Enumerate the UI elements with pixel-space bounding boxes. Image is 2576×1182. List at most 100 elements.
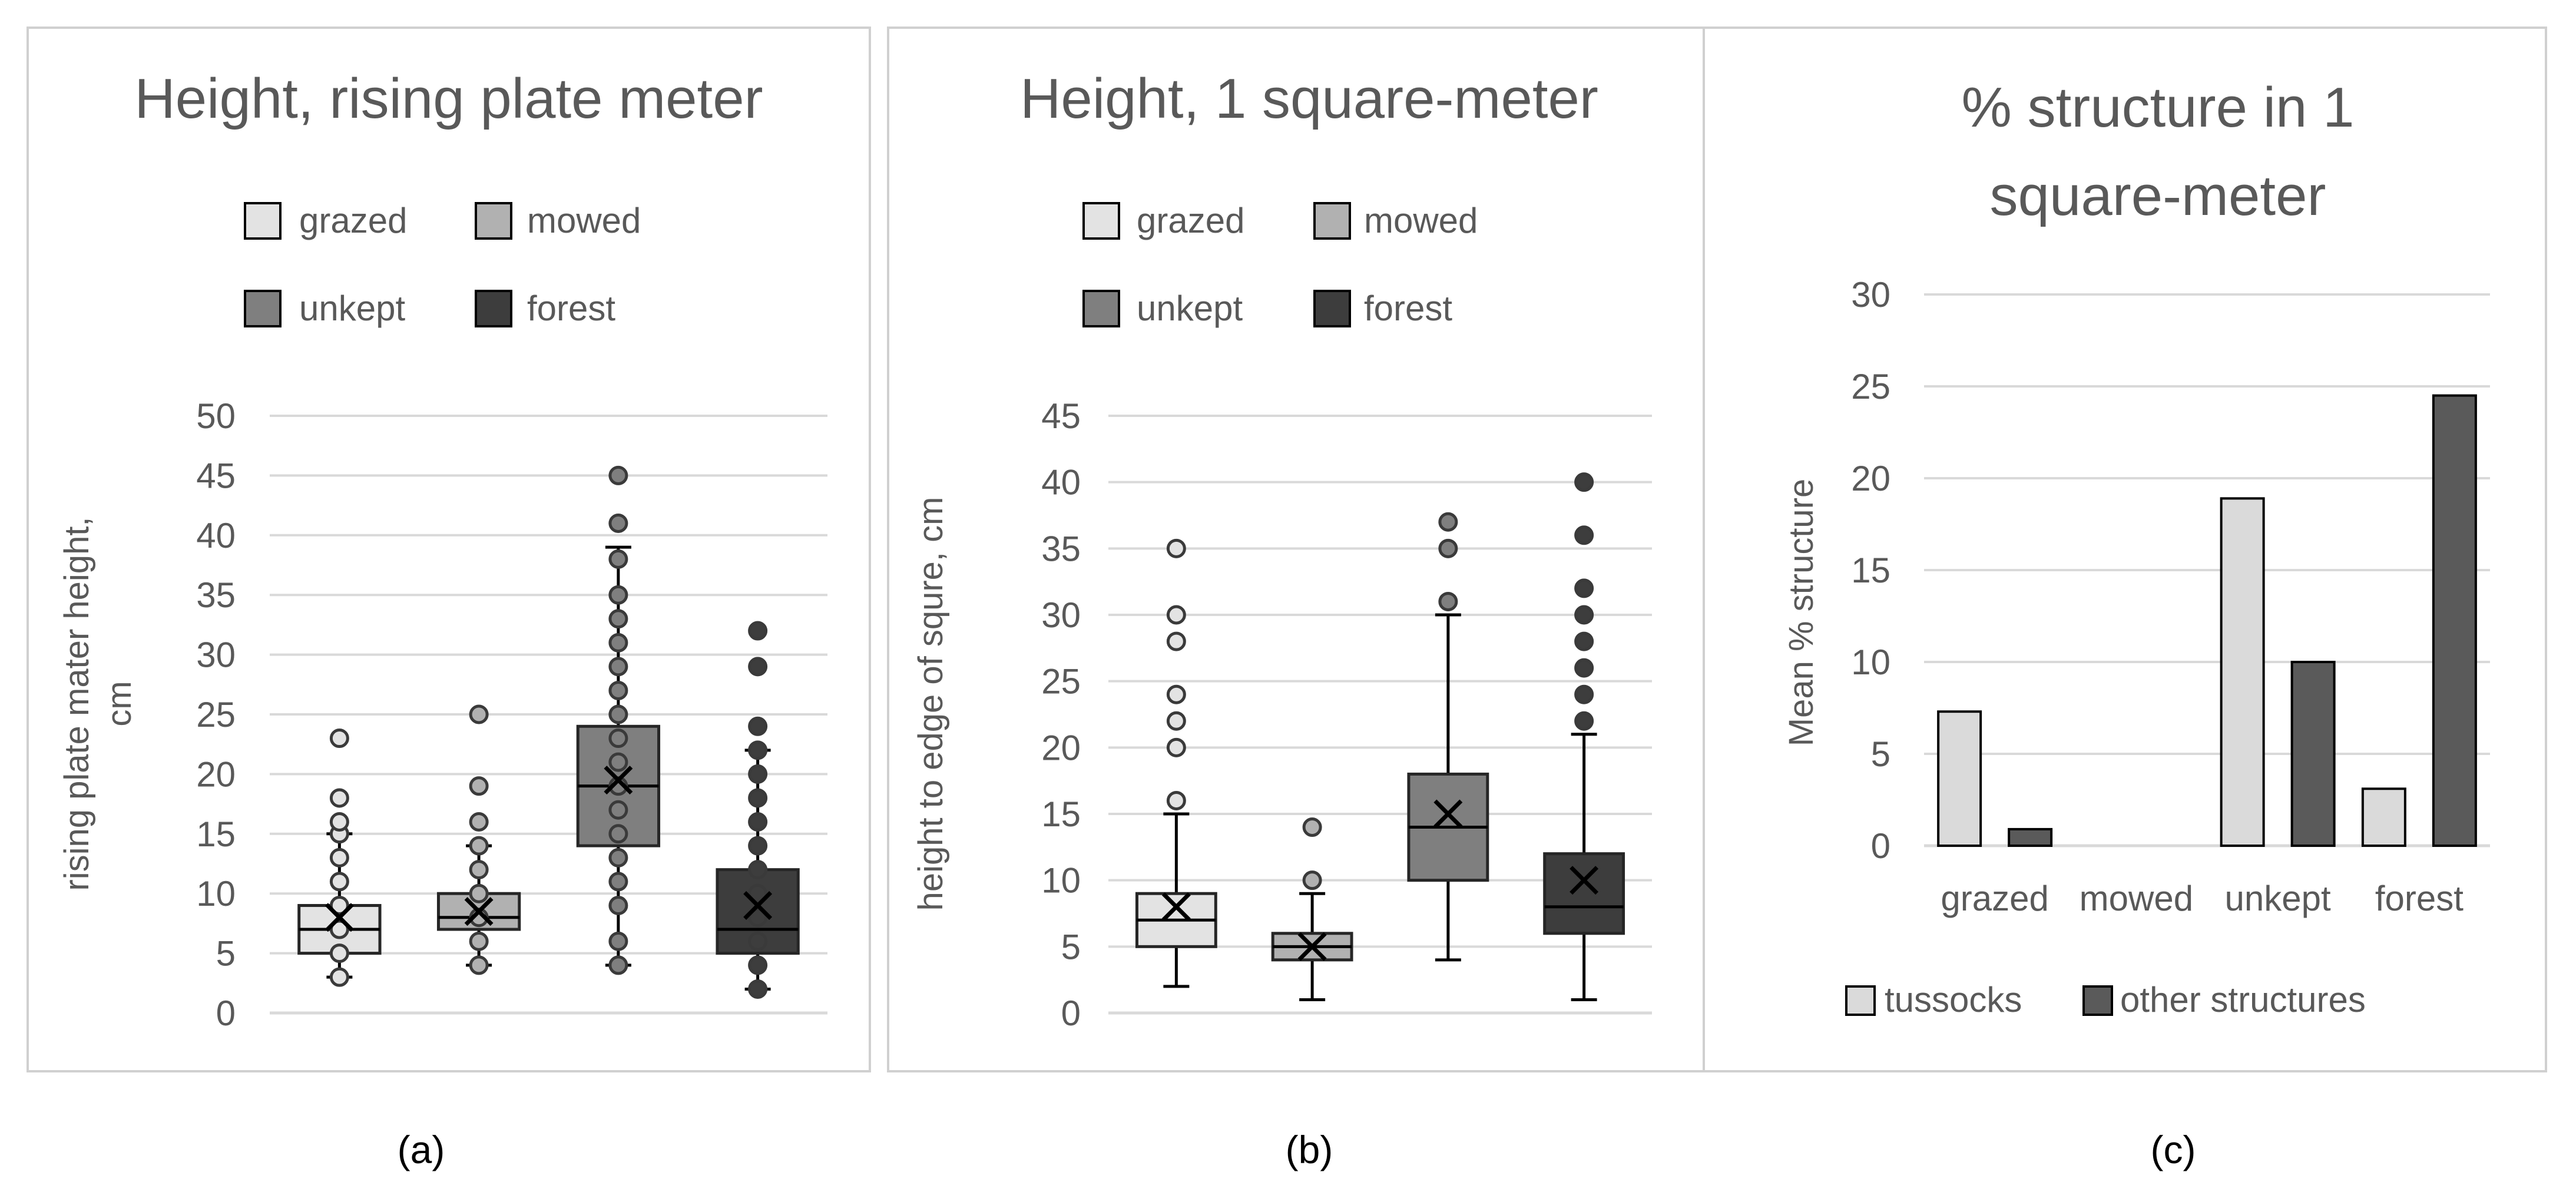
panel-c-title-line-1: % structure in 1 xyxy=(1962,76,2355,139)
box-forest xyxy=(1543,852,1625,935)
panel-c: % structure in 1 square-meter Mean % str… xyxy=(1703,27,2547,1072)
data-point-grazed xyxy=(1166,605,1186,625)
legend-label-mowed: mowed xyxy=(1364,201,1478,240)
legend-label-grazed: grazed xyxy=(299,201,407,240)
bar-other_structures-forest xyxy=(2432,394,2477,847)
panel-c-plot: 0 5 10 15 20 25 30 grazed mowed unkept forest xyxy=(1851,275,2490,918)
data-point-forest xyxy=(1574,658,1594,678)
data-point-grazed xyxy=(329,919,349,939)
panel-a-ylabel-line-2: cm xyxy=(100,681,138,726)
data-point-unkept xyxy=(608,465,628,485)
y-tick-label: 40 xyxy=(1041,463,1081,502)
panel-b-ylabel: height to edge of squre, cm xyxy=(912,497,950,911)
legend-label-forest: forest xyxy=(527,289,615,328)
data-point-grazed xyxy=(329,729,349,749)
caption-a: (a) xyxy=(398,1128,445,1171)
legend-label-other-structures: other structures xyxy=(2120,980,2366,1019)
data-point-forest xyxy=(748,908,768,928)
data-point-mowed xyxy=(469,860,489,880)
data-point-forest xyxy=(748,979,768,999)
y-tick-label: 20 xyxy=(1851,459,1890,498)
data-point-unkept xyxy=(608,729,628,749)
data-point-mowed xyxy=(469,955,489,975)
data-point-grazed xyxy=(329,872,349,892)
data-point-forest xyxy=(1574,605,1594,625)
data-point-forest xyxy=(1574,578,1594,598)
bar-tussocks-unkept xyxy=(2220,497,2265,847)
y-tick-label: 5 xyxy=(1871,734,1890,774)
mean-marker-forest xyxy=(743,891,773,920)
bar-tussocks-forest xyxy=(2361,787,2406,847)
y-tick-label: 45 xyxy=(1041,396,1081,436)
bar-tussocks-grazed xyxy=(1937,710,1982,847)
data-point-mowed xyxy=(469,836,489,856)
data-point-forest xyxy=(1574,472,1594,492)
data-point-unkept xyxy=(608,824,628,844)
bar-other_structures-unkept xyxy=(2290,661,2336,847)
data-point-forest xyxy=(748,788,768,808)
data-point-forest xyxy=(1574,525,1594,545)
data-point-mowed xyxy=(469,704,489,724)
data-point-unkept xyxy=(1438,591,1458,611)
x-tick-label: unkept xyxy=(2225,879,2331,918)
legend-swatch-tussocks xyxy=(1845,985,1876,1016)
data-point-unkept xyxy=(608,872,628,892)
legend-label-grazed: grazed xyxy=(1137,201,1244,240)
data-point-grazed xyxy=(1166,538,1186,558)
data-point-forest xyxy=(748,716,768,736)
legend-label-mowed: mowed xyxy=(527,201,641,240)
y-tick-label: 0 xyxy=(1061,994,1081,1033)
data-point-mowed xyxy=(1302,817,1322,837)
caption-c: (c) xyxy=(2151,1128,2196,1171)
y-tick-label: 25 xyxy=(1041,662,1081,701)
data-point-grazed xyxy=(329,967,349,987)
data-point-unkept xyxy=(608,800,628,820)
data-point-unkept xyxy=(608,549,628,569)
data-point-forest xyxy=(1574,631,1594,651)
y-tick-label: 30 xyxy=(1041,595,1081,635)
panel-a-legend: grazed mowed unkept forest xyxy=(244,201,641,328)
y-tick-label: 30 xyxy=(1851,275,1890,314)
mean-marker-unkept xyxy=(1433,799,1463,829)
legend-label-unkept: unkept xyxy=(1137,289,1243,328)
data-point-unkept xyxy=(608,680,628,700)
panel-a-title: Height, rising plate meter xyxy=(134,67,763,130)
data-point-forest xyxy=(748,931,768,951)
data-point-forest xyxy=(748,740,768,760)
legend-label-unkept: unkept xyxy=(299,289,405,328)
panel-a-plot: 0 5 10 15 20 25 30 35 40 45 50 xyxy=(196,396,827,1033)
data-point-grazed xyxy=(1166,737,1186,757)
legend-swatch-unkept xyxy=(244,290,282,327)
data-point-forest xyxy=(748,812,768,832)
legend-swatch-mowed xyxy=(1313,202,1351,240)
y-tick-label: 10 xyxy=(1851,643,1890,682)
data-point-unkept xyxy=(608,955,628,975)
data-point-unkept xyxy=(608,704,628,724)
caption-b: (b) xyxy=(1286,1128,1333,1171)
x-tick-label: mowed xyxy=(2080,879,2193,918)
y-tick-label: 40 xyxy=(196,516,236,555)
data-point-grazed xyxy=(1166,790,1186,810)
legend-swatch-forest xyxy=(475,290,512,327)
data-point-mowed xyxy=(469,776,489,796)
data-point-unkept xyxy=(608,752,628,772)
mean-marker-mowed xyxy=(1297,932,1327,961)
panel-b-title: Height, 1 square-meter xyxy=(1020,67,1598,130)
mean-marker-grazed xyxy=(325,903,354,932)
data-point-unkept xyxy=(608,609,628,629)
y-tick-label: 15 xyxy=(1041,794,1081,834)
data-point-grazed xyxy=(329,895,349,915)
data-point-unkept xyxy=(608,847,628,868)
y-tick-label: 5 xyxy=(1061,927,1081,966)
data-point-unkept xyxy=(1438,538,1458,558)
legend-swatch-mowed xyxy=(475,202,512,240)
data-point-mowed xyxy=(469,883,489,903)
data-point-grazed xyxy=(329,788,349,808)
data-point-forest xyxy=(1574,684,1594,704)
data-point-grazed xyxy=(329,943,349,964)
y-tick-label: 45 xyxy=(196,456,236,495)
y-tick-label: 30 xyxy=(196,635,236,675)
legend-swatch-grazed xyxy=(244,202,282,240)
data-point-forest xyxy=(748,955,768,975)
data-point-grazed xyxy=(329,847,349,868)
